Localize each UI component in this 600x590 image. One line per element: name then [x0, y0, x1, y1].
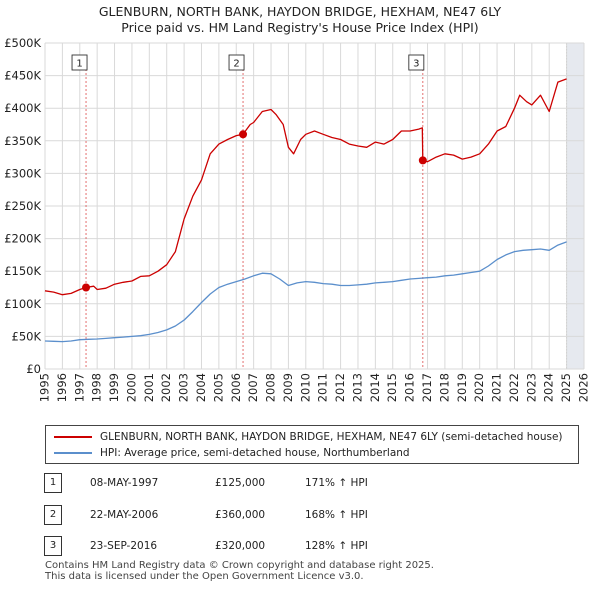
sale-label-box — [228, 54, 245, 71]
chart-title: GLENBURN, NORTH BANK, HAYDON BRIDGE, HEX… — [98, 4, 502, 19]
x-tick-label: 2021 — [490, 373, 504, 402]
transaction-price: £320,000 — [215, 540, 266, 552]
transaction-date: 08-MAY-1997 — [90, 477, 159, 489]
chart-subtitle: Price paid vs. HM Land Registry's House … — [121, 20, 479, 35]
sale-label-box — [408, 54, 425, 71]
x-tick-label: 2009 — [281, 373, 295, 402]
y-tick-label: £400K — [4, 101, 41, 115]
x-tick-label: 2010 — [298, 373, 312, 402]
x-tick-label: 2016 — [403, 373, 417, 402]
x-tick-label: 2014 — [368, 373, 382, 402]
y-tick-label: £450K — [4, 69, 41, 83]
x-tick-label: 2011 — [316, 373, 330, 402]
sale-point — [82, 283, 91, 292]
x-tick-label: 2005 — [211, 373, 225, 402]
hpi-line — [44, 241, 567, 343]
sale-point — [418, 156, 427, 165]
x-tick-label: 2017 — [420, 373, 434, 402]
legend: GLENBURN, NORTH BANK, HAYDON BRIDGE, HEX… — [45, 425, 579, 464]
x-tick-label: 1997 — [72, 373, 86, 402]
sale-label: 1 — [76, 59, 82, 70]
x-tick-label: 2000 — [124, 373, 138, 402]
x-tick-label: 2006 — [229, 373, 243, 402]
x-tick-label: 2022 — [507, 373, 521, 402]
x-tick-label: 2025 — [559, 373, 573, 402]
transaction-number: 2 — [44, 505, 62, 525]
y-tick-label: £150K — [4, 264, 41, 278]
x-tick-label: 1998 — [90, 373, 104, 402]
x-tick-label: 2015 — [385, 373, 399, 402]
x-tick-label: 2023 — [524, 373, 538, 402]
legend-label-hpi: HPI: Average price, semi-detached house,… — [100, 447, 410, 459]
x-tick-label: 1996 — [55, 373, 69, 402]
transaction-hpi: 168% ↑ HPI — [305, 509, 368, 521]
sale-point — [239, 130, 248, 139]
x-tick-label: 2013 — [350, 373, 364, 402]
x-tick-label: 2001 — [142, 373, 156, 402]
y-tick-label: £350K — [4, 134, 41, 148]
x-tick-label: 1999 — [107, 373, 121, 402]
price-chart: £0 £50K £100K £150K £200K £250K £300K £350K £400… — [4, 36, 591, 402]
x-tick-label: 1995 — [38, 373, 52, 402]
x-tick-label: 2007 — [246, 373, 260, 402]
transaction-hpi: 171% ↑ HPI — [305, 477, 368, 489]
sale-label: 2 — [233, 59, 239, 70]
sale-label: 3 — [413, 59, 419, 70]
x-tick-label: 2004 — [194, 373, 208, 402]
transaction-price: £125,000 — [215, 477, 266, 489]
legend-label-property: GLENBURN, NORTH BANK, HAYDON BRIDGE, HEX… — [100, 431, 563, 443]
y-tick-label: £50K — [12, 329, 42, 343]
sale-label-box — [71, 54, 88, 71]
footer-license: This data is licensed under the Open Gov… — [45, 571, 364, 582]
x-tick-label: 2026 — [577, 373, 591, 402]
x-tick-label: 2002 — [159, 373, 173, 402]
legend-swatch-property — [54, 436, 92, 438]
x-tick-label: 2008 — [264, 373, 278, 402]
footer-copyright: Contains HM Land Registry data © Crown c… — [45, 560, 434, 571]
x-tick-label: 2012 — [333, 373, 347, 402]
property-price-line — [44, 78, 567, 296]
transaction-number: 3 — [44, 536, 62, 556]
y-tick-label: £300K — [4, 166, 41, 180]
legend-swatch-hpi — [54, 452, 92, 454]
transaction-number: 1 — [44, 473, 62, 493]
y-tick-label: £500K — [4, 36, 41, 50]
y-tick-label: £0 — [26, 362, 41, 376]
y-tick-label: £250K — [4, 199, 41, 213]
y-tick-label: £200K — [4, 232, 41, 246]
transaction-price: £360,000 — [215, 509, 266, 521]
x-tick-label: 2020 — [472, 373, 486, 402]
transaction-date: 23-SEP-2016 — [90, 540, 158, 552]
x-tick-label: 2019 — [455, 373, 469, 402]
x-tick-label: 2024 — [542, 373, 556, 402]
x-tick-label: 2003 — [177, 373, 191, 402]
transaction-hpi: 128% ↑ HPI — [305, 540, 368, 552]
transaction-date: 22-MAY-2006 — [90, 509, 159, 521]
y-tick-label: £100K — [4, 297, 41, 311]
x-tick-label: 2018 — [437, 373, 451, 402]
